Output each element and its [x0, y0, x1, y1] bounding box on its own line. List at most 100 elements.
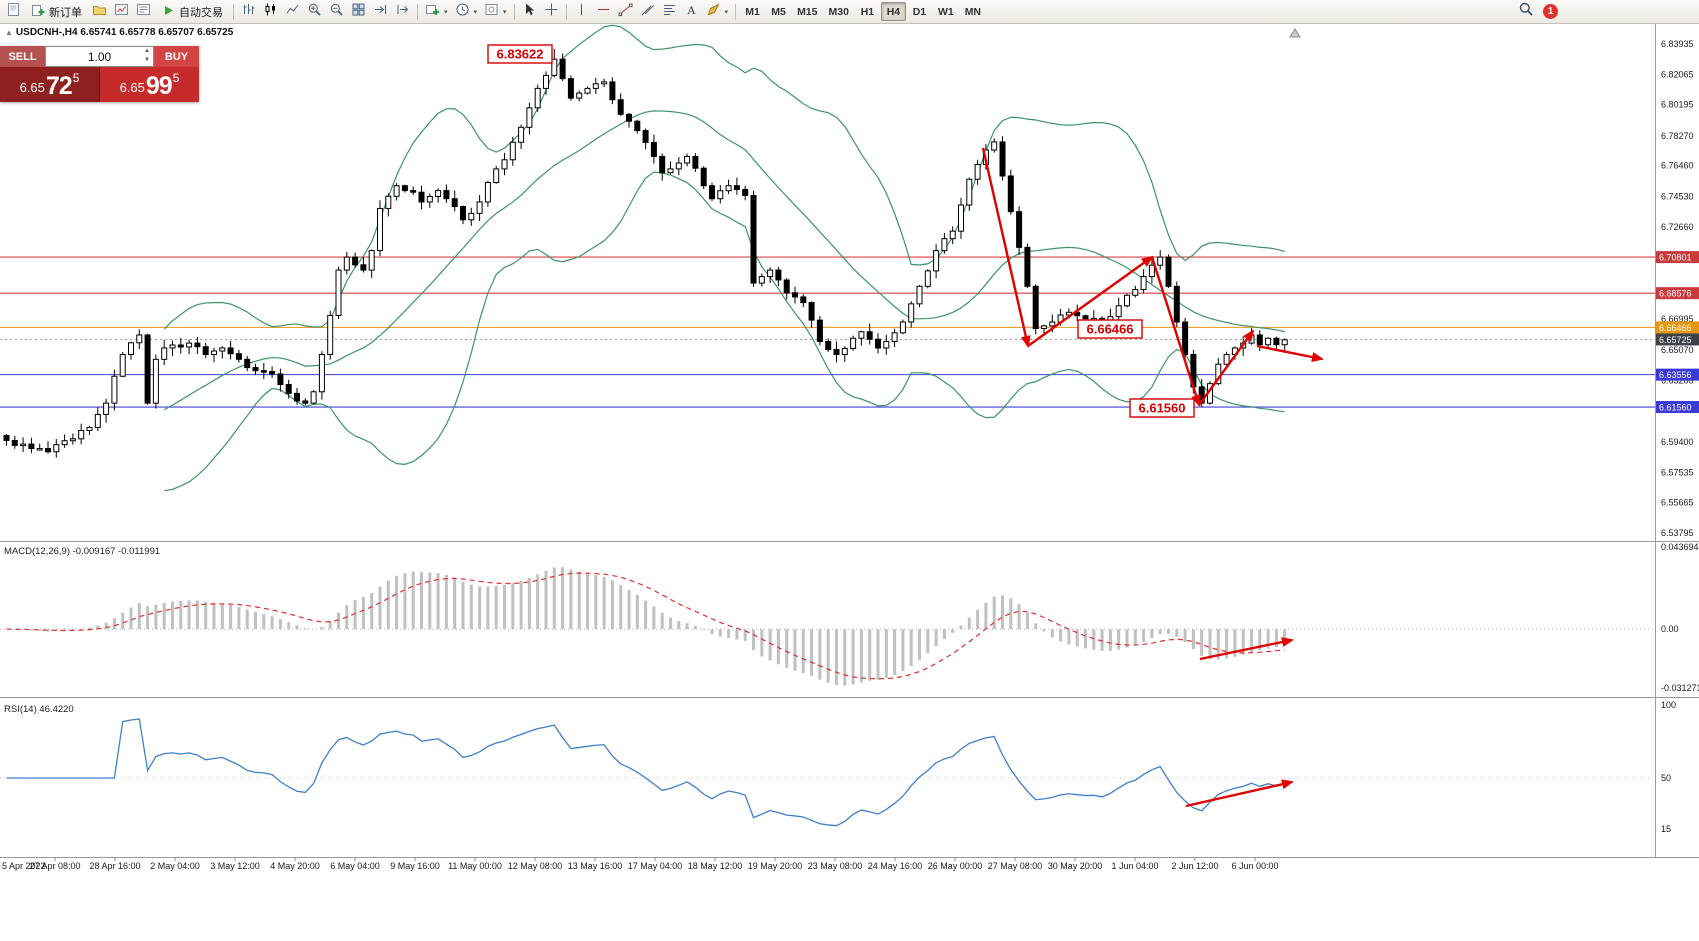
timeframe-m30-button[interactable]: M30	[828, 5, 849, 18]
notification-badge[interactable]: 1	[1543, 4, 1558, 19]
main-toolbar: 新订单 自动交易 ▾ ▾ ▾ A ▾ M1 M5 M15 M30 H1 H4 D…	[0, 0, 1699, 24]
timeframe-h1-button[interactable]: H1	[860, 5, 875, 18]
sell-price-main: 72	[45, 72, 73, 100]
svg-text:RSI(14) 46.4220: RSI(14) 46.4220	[4, 704, 74, 715]
svg-text:28 Apr 16:00: 28 Apr 16:00	[89, 861, 140, 871]
market-watch-button[interactable]	[89, 1, 110, 22]
chart-file-button[interactable]	[3, 1, 24, 22]
line-chart-icon	[285, 2, 300, 22]
timeframe-mn-button[interactable]: MN	[964, 5, 982, 18]
svg-text:6.82065: 6.82065	[1661, 69, 1694, 79]
svg-text:19 May 20:00: 19 May 20:00	[748, 861, 803, 871]
chart-window[interactable]: 6.83935 6.82065 6.80195 6.78270 6.76460 6.745…	[0, 24, 1699, 941]
fibonacci-tool-button[interactable]	[659, 1, 680, 22]
volume-down-button[interactable]: ▼	[144, 57, 150, 63]
data-window-button[interactable]	[111, 1, 132, 22]
svg-text:1 Jun 04:00: 1 Jun 04:00	[1111, 861, 1158, 871]
svg-text:12 May 08:00: 12 May 08:00	[508, 861, 563, 871]
templates-button[interactable]: ▾	[481, 1, 510, 22]
dropdown-caret-icon: ▾	[503, 8, 507, 16]
chart-shift-button[interactable]	[392, 1, 413, 22]
svg-text:9 May 16:00: 9 May 16:00	[390, 861, 440, 871]
vline-tool-button[interactable]	[571, 1, 592, 22]
svg-text:6.65725: 6.65725	[1659, 335, 1692, 345]
svg-text:100: 100	[1661, 700, 1676, 710]
chart-marker-icon: ▲	[5, 28, 13, 37]
chart-file-icon	[6, 2, 21, 22]
bar-chart-button[interactable]	[238, 1, 259, 22]
sell-price-prefix: 6.65	[19, 80, 45, 95]
timeframe-d1-button[interactable]: D1	[912, 5, 927, 18]
volume-value: 1.00	[87, 49, 112, 64]
new-order-label: 新订单	[49, 6, 82, 19]
svg-text:13 May 16:00: 13 May 16:00	[568, 861, 623, 871]
svg-text:-0.031271: -0.031271	[1661, 683, 1699, 693]
data-window-icon	[114, 2, 129, 22]
periods-button[interactable]: ▾	[452, 1, 481, 22]
buy-price-pip: 5	[172, 70, 180, 85]
timeframe-m5-button[interactable]: M5	[771, 5, 786, 18]
channel-tool-button[interactable]	[637, 1, 658, 22]
svg-text:23 May 08:00: 23 May 08:00	[808, 861, 863, 871]
timeframe-w1-button[interactable]: W1	[937, 5, 954, 18]
new-order-button[interactable]: 新订单	[25, 1, 88, 22]
buy-button[interactable]: 6.65 99 5	[100, 67, 199, 102]
svg-text:6.70801: 6.70801	[1659, 253, 1692, 263]
one-click-trading-panel: SELL 1.00 ▲ ▼ BUY 6.65 72 5 6.65 99 5	[0, 46, 199, 102]
svg-text:6.83935: 6.83935	[1661, 39, 1694, 49]
trendline-tool-button[interactable]	[615, 1, 636, 22]
svg-text:30 May 20:00: 30 May 20:00	[1048, 861, 1103, 871]
candlestick-chart-button[interactable]	[260, 1, 281, 22]
toolbar-separator	[513, 3, 515, 20]
auto-scroll-icon	[373, 2, 388, 22]
new-chart-icon	[425, 2, 440, 22]
toolbar-separator	[565, 3, 567, 20]
svg-text:A: A	[687, 3, 696, 17]
svg-text:6.74530: 6.74530	[1661, 192, 1694, 202]
auto-trading-button[interactable]: 自动交易	[155, 1, 229, 22]
zoom-in-button[interactable]	[304, 1, 325, 22]
crosshair-button[interactable]	[541, 1, 562, 22]
templates-icon	[484, 2, 499, 22]
sell-button[interactable]: 6.65 72 5	[0, 67, 100, 102]
svg-text:6.80195: 6.80195	[1661, 100, 1694, 110]
navigator-button[interactable]	[133, 1, 154, 22]
sell-tab[interactable]: SELL	[0, 46, 45, 67]
svg-text:15: 15	[1661, 824, 1671, 834]
search-button[interactable]	[1515, 1, 1537, 22]
buy-tab[interactable]: BUY	[154, 46, 199, 67]
new-chart-button[interactable]: ▾	[422, 1, 451, 22]
price-chart[interactable]: 6.83935 6.82065 6.80195 6.78270 6.76460 6.745…	[0, 24, 1699, 941]
text-tool-icon: A	[684, 2, 699, 22]
svg-text:24 May 16:00: 24 May 16:00	[868, 861, 923, 871]
timeframe-h4-button[interactable]: H4	[880, 2, 906, 21]
vline-tool-icon	[574, 2, 589, 22]
timeframe-m15-button[interactable]: M15	[797, 5, 818, 18]
cursor-button[interactable]	[519, 1, 540, 22]
timeframe-m1-button[interactable]: M1	[745, 5, 760, 18]
trendline-tool-icon	[618, 2, 633, 22]
svg-text:17 May 04:00: 17 May 04:00	[628, 861, 683, 871]
svg-text:6.59400: 6.59400	[1661, 437, 1694, 447]
svg-text:6.72660: 6.72660	[1661, 222, 1694, 232]
volume-stepper[interactable]: 1.00 ▲ ▼	[45, 46, 154, 67]
svg-text:6.61560: 6.61560	[1659, 403, 1692, 413]
volume-up-button[interactable]: ▲	[144, 48, 150, 54]
hline-tool-button[interactable]	[593, 1, 614, 22]
line-chart-button[interactable]	[282, 1, 303, 22]
crosshair-icon	[544, 2, 559, 22]
fibonacci-tool-icon	[662, 2, 677, 22]
auto-scroll-button[interactable]	[370, 1, 391, 22]
text-tool-button[interactable]: A	[681, 1, 702, 22]
navigator-icon	[136, 2, 151, 22]
svg-text:6.68576: 6.68576	[1659, 289, 1692, 299]
svg-text:6.66995: 6.66995	[1661, 314, 1694, 324]
arrows-tool-button[interactable]: ▾	[703, 1, 732, 22]
svg-text:6.57535: 6.57535	[1661, 467, 1694, 477]
svg-text:4 May 20:00: 4 May 20:00	[270, 861, 320, 871]
zoom-in-icon	[307, 2, 322, 22]
tile-windows-button[interactable]	[348, 1, 369, 22]
zoom-out-button[interactable]	[326, 1, 347, 22]
hline-tool-icon	[596, 2, 611, 22]
buy-price-prefix: 6.65	[119, 80, 145, 95]
